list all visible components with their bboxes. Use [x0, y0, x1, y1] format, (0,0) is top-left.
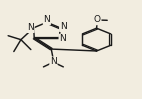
Text: N: N	[43, 15, 50, 24]
Text: N: N	[60, 22, 66, 31]
Text: N: N	[50, 57, 57, 66]
Text: N: N	[27, 23, 34, 32]
Text: O: O	[94, 16, 101, 24]
Text: N: N	[59, 34, 66, 43]
